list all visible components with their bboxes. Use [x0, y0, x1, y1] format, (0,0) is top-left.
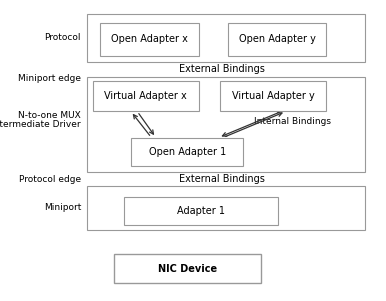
Text: N-to-one MUX: N-to-one MUX [18, 111, 81, 120]
Text: Miniport edge: Miniport edge [18, 74, 81, 83]
Bar [220, 81, 326, 111]
Text: Intermediate Driver: Intermediate Driver [0, 120, 81, 129]
Text: Internal Bindings: Internal Bindings [254, 117, 331, 126]
Bar [93, 81, 199, 111]
Text: Open Adapter x: Open Adapter x [111, 34, 188, 44]
Bar [87, 77, 365, 172]
Text: Virtual Adapter x: Virtual Adapter x [104, 91, 187, 101]
Bar [87, 14, 365, 62]
Bar [100, 23, 199, 56]
Text: Adapter 1: Adapter 1 [177, 206, 225, 216]
Text: Miniport: Miniport [44, 203, 81, 213]
Text: External Bindings: External Bindings [179, 174, 265, 184]
Bar [124, 197, 278, 225]
Text: Protocol: Protocol [44, 33, 81, 42]
Bar [131, 138, 243, 166]
Text: NIC Device: NIC Device [157, 264, 217, 274]
Bar [114, 254, 261, 283]
Text: Virtual Adapter y: Virtual Adapter y [232, 91, 315, 101]
Text: Open Adapter 1: Open Adapter 1 [149, 147, 226, 157]
Text: External Bindings: External Bindings [179, 64, 265, 74]
Bar [228, 23, 326, 56]
Text: Open Adapter y: Open Adapter y [239, 34, 315, 44]
Bar [87, 186, 365, 230]
Text: Protocol edge: Protocol edge [19, 175, 81, 184]
